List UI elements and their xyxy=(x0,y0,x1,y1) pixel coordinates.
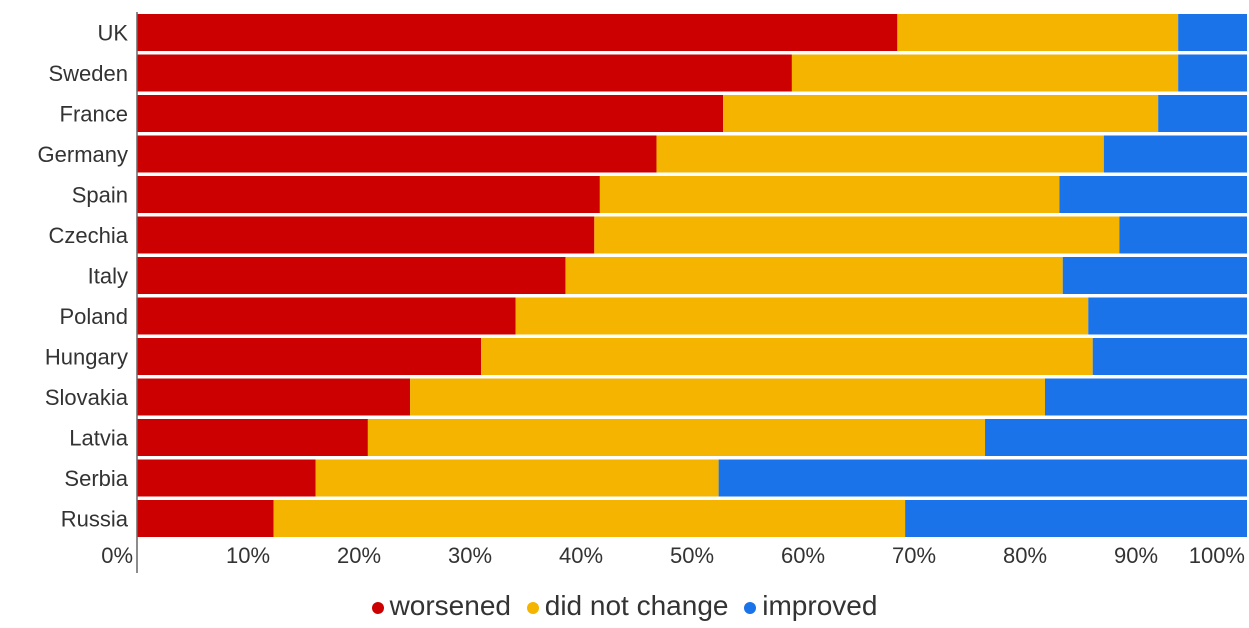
category-labels: UK Sweden France Germany Spain Czechia Italy Po… xyxy=(38,21,129,532)
bar-poland-worsened xyxy=(137,297,516,335)
category-label-sweden: Sweden xyxy=(48,61,128,86)
bar-italy-worsened xyxy=(137,257,566,294)
bar-czechia-worsened xyxy=(137,216,595,254)
x-tick-label-7: 70% xyxy=(892,543,936,568)
category-label-spain: Spain xyxy=(72,183,128,208)
bar-uk-worsened xyxy=(137,14,898,51)
legend-label-worsened: worsened xyxy=(389,590,511,621)
bar-sweden-did-not-change xyxy=(791,54,1179,92)
bar-serbia-improved xyxy=(718,459,1247,497)
category-label-france: France xyxy=(60,102,128,127)
x-tick-label-8: 80% xyxy=(1003,543,1047,568)
bar-serbia-did-not-change xyxy=(315,459,719,497)
legend-dot-did-not-change xyxy=(526,601,539,614)
category-label-uk: UK xyxy=(97,21,128,46)
bar-uk-did-not-change xyxy=(897,14,1179,51)
legend-label-did-not-change: did not change xyxy=(544,590,729,621)
legend-label-improved: improved xyxy=(762,590,878,621)
legend-item-did-not-change: did not change xyxy=(526,590,729,622)
x-tick-label-4: 40% xyxy=(559,543,603,568)
bar-poland-improved xyxy=(1088,297,1247,335)
bar-sweden-improved xyxy=(1178,54,1247,92)
x-tick-label-10: 100% xyxy=(1189,543,1245,568)
bar-sweden-worsened xyxy=(137,54,792,92)
x-tick-label-0: 0% xyxy=(101,543,133,568)
bar-germany-improved xyxy=(1103,135,1247,173)
bar-france-improved xyxy=(1158,95,1247,132)
x-tick-label-2: 20% xyxy=(337,543,381,568)
bar-poland-did-not-change xyxy=(515,297,1089,335)
bar-france-did-not-change xyxy=(723,95,1159,132)
bar-germany-did-not-change xyxy=(656,135,1104,173)
bar-czechia-improved xyxy=(1119,216,1247,254)
category-label-hungary: Hungary xyxy=(45,345,128,370)
bar-slovakia-worsened xyxy=(137,378,411,416)
bar-spain-improved xyxy=(1059,176,1247,213)
bar-russia-improved xyxy=(905,500,1247,537)
category-label-germany: Germany xyxy=(38,142,128,167)
bar-latvia-did-not-change xyxy=(367,419,986,456)
bar-russia-worsened xyxy=(137,500,274,537)
bars-group xyxy=(137,14,1247,537)
bar-hungary-improved xyxy=(1092,338,1247,375)
legend-item-improved: improved xyxy=(744,590,877,622)
bar-latvia-worsened xyxy=(137,419,368,456)
legend-item-worsened: worsened xyxy=(371,590,511,622)
category-label-slovakia: Slovakia xyxy=(45,385,129,410)
bar-hungary-worsened xyxy=(137,338,482,375)
x-tick-labels: 0% 10% 20% 30% 40% 50% 60% 70% 80% 90% 100% xyxy=(101,543,1245,568)
legend: worsened did not change improved xyxy=(0,590,1249,622)
bar-italy-did-not-change xyxy=(565,257,1063,294)
legend-dot-improved xyxy=(744,601,757,614)
bar-russia-did-not-change xyxy=(273,500,906,537)
x-tick-label-9: 90% xyxy=(1114,543,1158,568)
x-tick-label-5: 50% xyxy=(670,543,714,568)
legend-dot-worsened xyxy=(371,601,384,614)
category-label-italy: Italy xyxy=(88,264,128,289)
x-tick-label-3: 30% xyxy=(448,543,492,568)
bar-italy-improved xyxy=(1062,257,1247,294)
bar-hungary-did-not-change xyxy=(481,338,1093,375)
bar-france-worsened xyxy=(137,95,724,132)
x-tick-label-6: 60% xyxy=(781,543,825,568)
bar-germany-worsened xyxy=(137,135,657,173)
bar-czechia-did-not-change xyxy=(594,216,1120,254)
bar-uk-improved xyxy=(1178,14,1247,51)
category-label-czechia: Czechia xyxy=(49,223,129,248)
bar-slovakia-did-not-change xyxy=(410,378,1045,416)
bar-spain-did-not-change xyxy=(599,176,1060,213)
category-label-poland: Poland xyxy=(59,304,128,329)
category-label-latvia: Latvia xyxy=(69,426,128,451)
category-label-russia: Russia xyxy=(61,507,129,532)
x-tick-label-1: 10% xyxy=(226,543,270,568)
bar-slovakia-improved xyxy=(1044,378,1247,416)
bar-serbia-worsened xyxy=(137,459,316,497)
bar-latvia-improved xyxy=(985,419,1247,456)
category-label-serbia: Serbia xyxy=(64,466,128,491)
bar-spain-worsened xyxy=(137,176,600,213)
